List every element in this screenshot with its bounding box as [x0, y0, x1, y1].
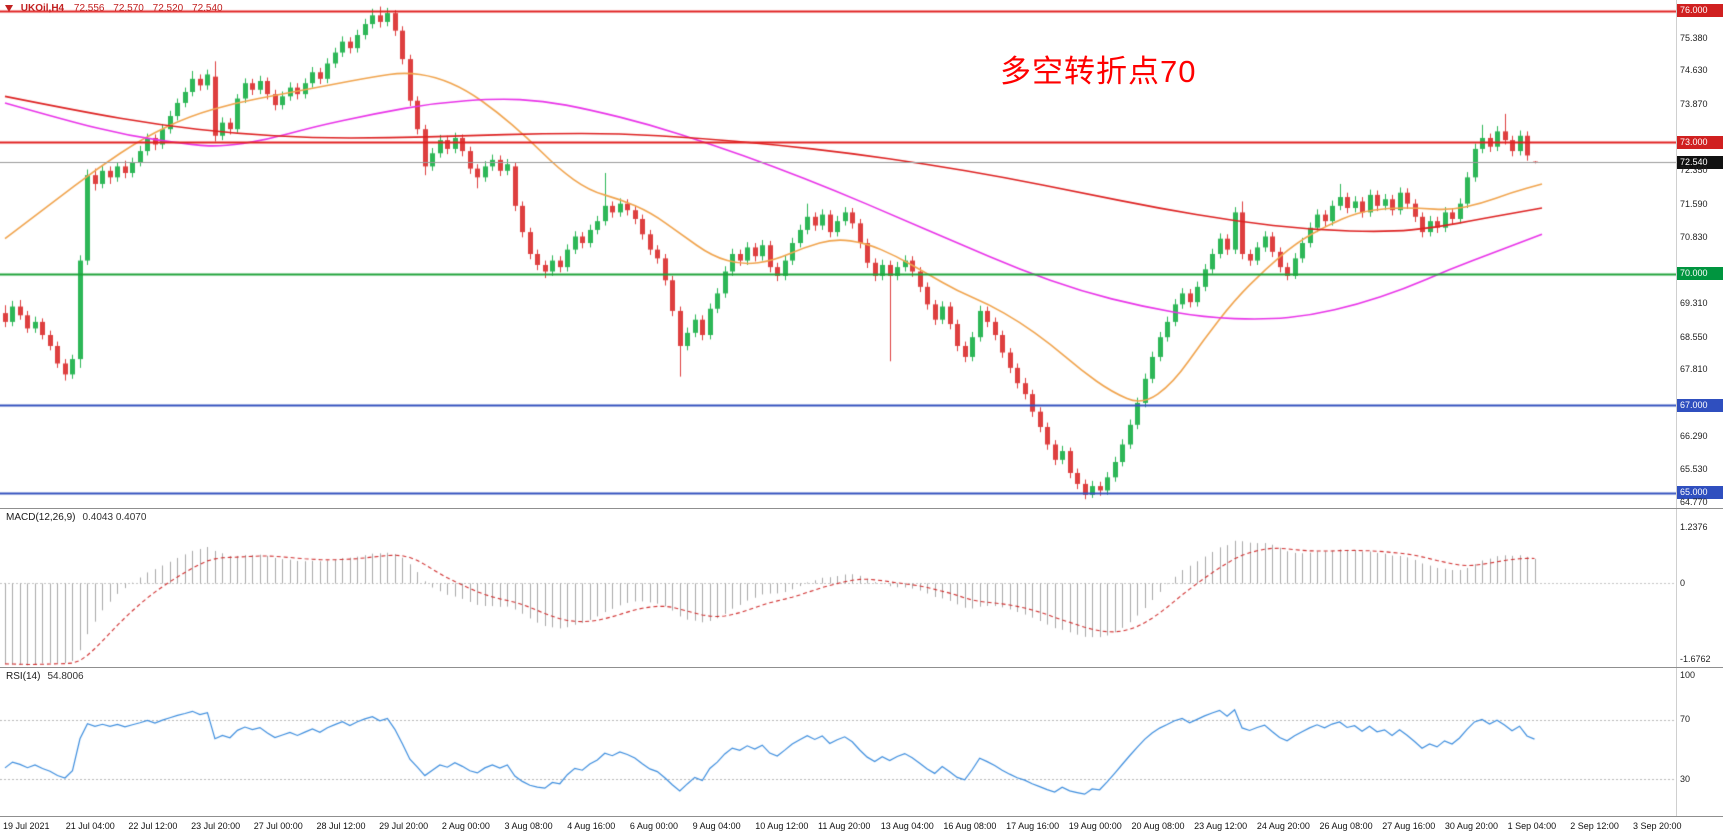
- time-axis-label: 17 Aug 16:00: [1006, 821, 1060, 831]
- macd-indicator-values: 0.4043 0.4070: [82, 512, 147, 523]
- time-axis-label: 24 Aug 20:00: [1256, 821, 1310, 831]
- time-axis-label: 11 Aug 20:00: [818, 821, 871, 831]
- price-scale[interactable]: 76.000 75.380 74.630 73.870 73.000 72.540 72.3…: [1677, 0, 1723, 508]
- macd-tick-label: 1.2376: [1680, 522, 1708, 533]
- time-axis-label: 23 Aug 12:00: [1194, 821, 1248, 831]
- time-axis-label: 4 Aug 16:00: [567, 821, 616, 831]
- open-value: 72.556: [73, 3, 105, 14]
- time-axis-label: 9 Aug 04:00: [692, 821, 741, 831]
- rsi-indicator-canvas[interactable]: [0, 668, 1676, 816]
- time-axis-label: 27 Jul 00:00: [253, 821, 303, 831]
- rsi-scale[interactable]: 100 70 30: [1677, 668, 1723, 816]
- rsi-panel: RSI(14) 54.8006 100 70 30: [0, 668, 1723, 816]
- time-axis-label: 13 Aug 04:00: [880, 821, 934, 831]
- time-axis-label: 21 Jul 04:00: [65, 821, 115, 831]
- price-tick-label: 69.310: [1680, 298, 1708, 309]
- price-badge-73.000: 73.000: [1677, 135, 1723, 149]
- macd-panel: MACD(12,26,9) 0.4043 0.4070 1.2376 0 -1.676…: [0, 509, 1723, 667]
- time-axis-label: 22 Jul 12:00: [128, 821, 178, 831]
- scale-divider: [1676, 0, 1677, 817]
- rsi-indicator-label: RSI(14): [6, 671, 41, 682]
- time-axis-label: 2 Sep 12:00: [1570, 821, 1619, 831]
- panel-separator: [0, 816, 1723, 817]
- time-axis-label: 27 Aug 16:00: [1382, 821, 1436, 831]
- close-value: 72.540: [192, 3, 223, 14]
- time-axis-label: 2 Aug 00:00: [441, 821, 490, 831]
- macd-indicator-label: MACD(12,26,9): [6, 512, 76, 523]
- panel-separator: [0, 667, 1723, 668]
- price-tick-label: 70.830: [1680, 231, 1708, 242]
- time-axis-label: 29 Jul 20:00: [379, 821, 429, 831]
- price-badge-72.540: 72.540: [1677, 155, 1723, 169]
- symbol-ohlc-readout: UKOil,H4 72.556 72.570 72.520 72.540: [5, 3, 229, 14]
- rsi-header: RSI(14) 54.8006: [6, 671, 84, 682]
- price-tick-label: 72.350: [1680, 165, 1708, 176]
- time-axis[interactable]: 19 Jul 2021 21 Jul 04:00 22 Jul 12:00 23 Ju…: [0, 817, 1723, 838]
- time-axis-label: 28 Jul 12:00: [316, 821, 366, 831]
- price-badge-67.000: 67.000: [1677, 398, 1723, 412]
- price-badge-65.000: 65.000: [1677, 486, 1723, 500]
- rsi-tick-label: 70: [1680, 714, 1691, 725]
- price-tick-label: 73.870: [1680, 98, 1708, 109]
- time-axis-label: 19 Jul 2021: [3, 821, 50, 831]
- main-chart-panel: UKOil,H4 72.556 72.570 72.520 72.540 多空转…: [0, 0, 1723, 508]
- chart-marker-icon: [5, 4, 13, 12]
- time-axis-label: 23 Jul 20:00: [191, 821, 241, 831]
- time-axis-label: 10 Aug 12:00: [755, 821, 809, 831]
- price-tick-label: 71.590: [1680, 198, 1708, 209]
- price-tick-label: 65.530: [1680, 463, 1708, 474]
- price-tick-label: 66.290: [1680, 430, 1708, 441]
- annotation-text: 多空转折点70: [1000, 54, 1197, 89]
- low-value: 72.520: [152, 3, 184, 14]
- price-tick-label: 64.770: [1680, 497, 1708, 508]
- macd-header: MACD(12,26,9) 0.4043 0.4070: [6, 512, 146, 523]
- price-tick-label: 74.630: [1680, 65, 1708, 76]
- price-badge-70.000: 70.000: [1677, 267, 1723, 281]
- time-axis-label: 6 Aug 00:00: [629, 821, 678, 831]
- rsi-indicator-value: 54.8006: [47, 671, 84, 682]
- macd-indicator-canvas[interactable]: [0, 509, 1676, 667]
- symbol-timeframe-label: UKOil,H4: [20, 3, 65, 14]
- price-badge-76.000: 76.000: [1677, 4, 1723, 18]
- rsi-tick-label: 100: [1680, 669, 1696, 680]
- price-tick-label: 67.810: [1680, 364, 1708, 375]
- price-tick-label: 75.380: [1680, 32, 1708, 43]
- candlestick-chart-canvas[interactable]: [0, 0, 1676, 508]
- high-value: 72.570: [113, 3, 144, 14]
- time-axis-label: 19 Aug 00:00: [1068, 821, 1122, 831]
- price-tick-label: 68.550: [1680, 331, 1708, 342]
- time-axis-label: 3 Sep 20:00: [1633, 821, 1682, 831]
- time-axis-label: 26 Aug 08:00: [1319, 821, 1373, 831]
- panel-separator: [0, 508, 1723, 509]
- time-axis-label: 16 Aug 08:00: [943, 821, 997, 831]
- time-axis-label: 20 Aug 08:00: [1131, 821, 1185, 831]
- time-axis-label: 3 Aug 08:00: [504, 821, 553, 831]
- macd-scale[interactable]: 1.2376 0 -1.6762: [1677, 509, 1723, 667]
- macd-tick-label: 0: [1680, 577, 1686, 588]
- macd-tick-label: -1.6762: [1680, 653, 1711, 664]
- time-axis-label: 1 Sep 04:00: [1507, 821, 1557, 831]
- time-axis-label: 30 Aug 20:00: [1444, 821, 1498, 831]
- rsi-tick-label: 30: [1680, 773, 1691, 784]
